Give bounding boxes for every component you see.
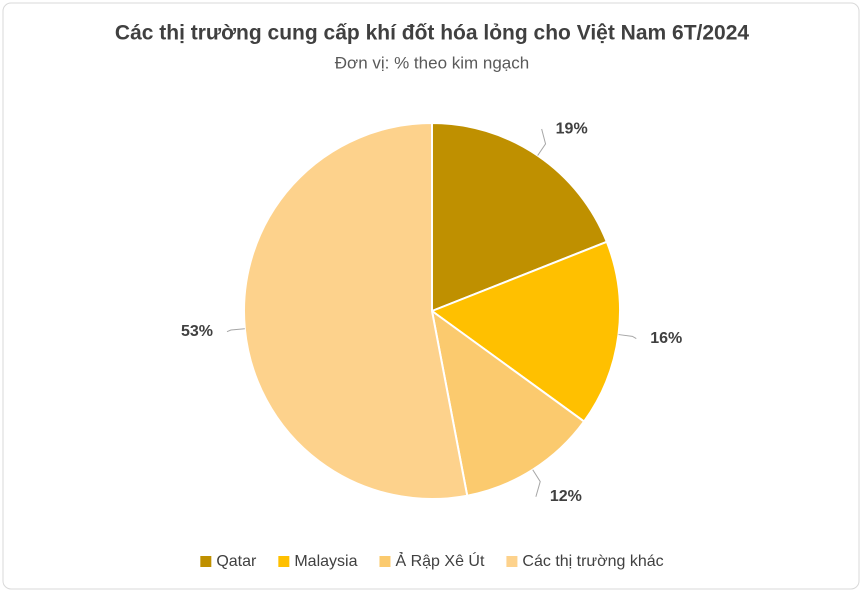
leader-line [226,328,245,333]
legend-label: Qatar [216,553,257,570]
data-label: 12% [550,488,582,505]
legend-label: Malaysia [294,553,357,570]
leader-line [618,334,637,340]
pie-slice [429,240,621,423]
data-label: 53% [181,323,213,340]
data-label: 19% [556,120,588,137]
pie-slice [431,121,609,313]
leader-line [532,469,541,497]
data-label: 16% [650,330,682,347]
legend-swatch [278,556,290,567]
pie-slice [430,308,586,497]
legend-swatch [379,556,391,567]
legend-item: Qatar [200,553,257,570]
legend-swatch [200,556,212,567]
legend-item: Malaysia [278,553,358,570]
legend-item: Ả Rập Xê Út [379,551,485,570]
legend-item: Các thị trường khác [506,553,664,570]
legend-label: Ả Rập Xê Út [395,551,484,570]
pie: 19% 16% 12% 53% [181,120,682,505]
legend-label: Các thị trường khác [522,553,663,570]
chart-title: Các thị trường cung cấp khí đốt hóa lỏng… [115,22,750,45]
legend-swatch [506,556,518,567]
pie-slice [243,121,469,500]
leader-line [537,128,547,156]
legend: Qatar Malaysia Ả Rập Xê Út Các thị trường k… [200,551,664,570]
chart-subtitle: Đơn vị: % theo kim ngạch [335,53,529,72]
